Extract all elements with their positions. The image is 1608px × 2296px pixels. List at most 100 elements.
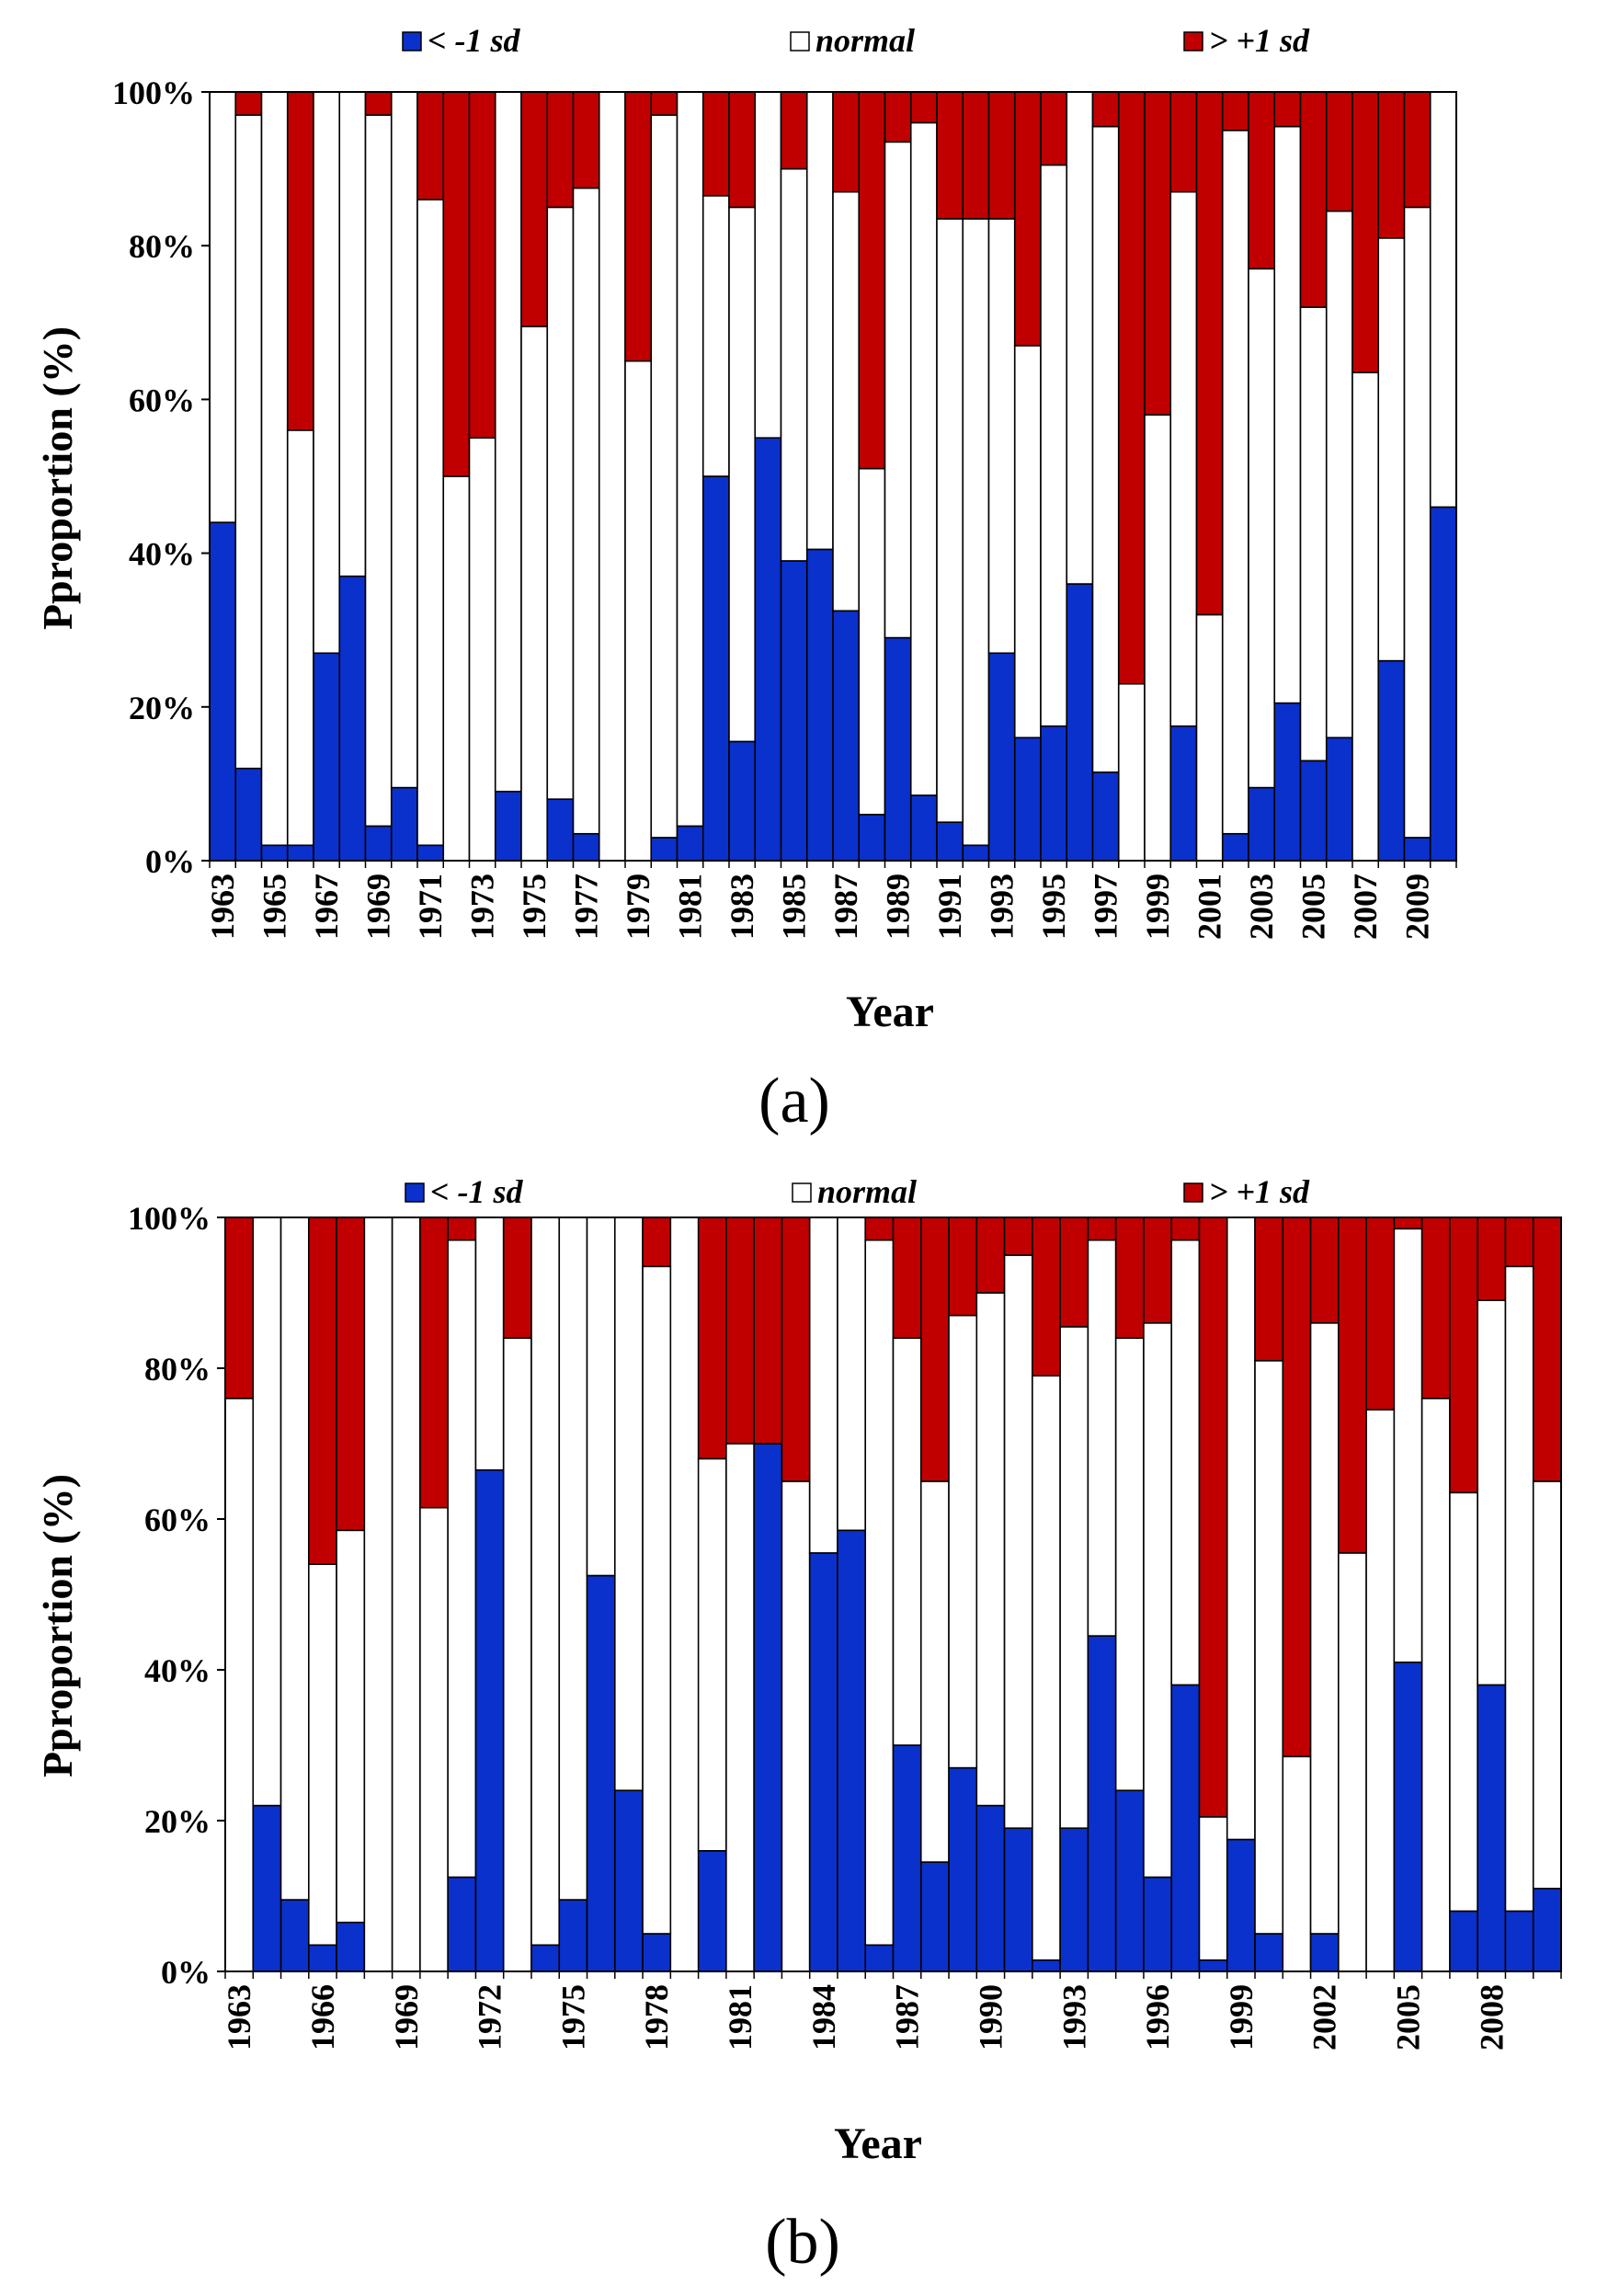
bar-1972-normal bbox=[442, 475, 471, 862]
bar-1980-normal bbox=[697, 1457, 727, 1852]
bar-2001-normal bbox=[1282, 1755, 1312, 1972]
x-tick-label: 2003 bbox=[1243, 874, 1280, 940]
bar-1973-above bbox=[502, 1217, 532, 1339]
bar-1985-normal bbox=[780, 167, 808, 562]
bar-1978-below bbox=[642, 1933, 672, 1972]
bar-2004-below bbox=[1273, 702, 1302, 862]
bar-1976-above bbox=[546, 91, 575, 209]
bar-1997-below bbox=[1091, 771, 1120, 862]
x-tick-label: 1995 bbox=[1035, 874, 1072, 940]
bar-1984-below bbox=[808, 1552, 838, 1972]
bar-2001-above bbox=[1195, 91, 1224, 616]
bar-2006-above bbox=[1420, 1217, 1451, 1399]
bar-1976-normal bbox=[546, 206, 575, 800]
bar-1988-normal bbox=[919, 1480, 950, 1863]
bar-2009-below bbox=[1504, 1910, 1534, 1972]
bar-1982-below bbox=[753, 1443, 783, 1972]
bar-1996-normal bbox=[1143, 1322, 1173, 1879]
x-tick-label: 1975 bbox=[554, 1984, 591, 2050]
bar-1976-below bbox=[586, 1574, 616, 1972]
bar-1989-normal bbox=[884, 141, 912, 639]
x-axis-title: Year bbox=[834, 2119, 922, 2168]
bar-1963-below bbox=[209, 521, 237, 862]
bar-1971-below bbox=[447, 1876, 477, 1972]
bar-1993-normal bbox=[1059, 1326, 1089, 1829]
bar-2009-normal bbox=[1403, 206, 1431, 839]
y-axis-title: Pproportion (%) bbox=[34, 1474, 81, 1777]
x-tick-label: 1983 bbox=[724, 874, 760, 940]
bar-1979-normal bbox=[624, 360, 653, 862]
legend-swatch-normal bbox=[792, 1182, 812, 1203]
x-tick-label: 2005 bbox=[1390, 1984, 1427, 2050]
chart-panel-a: < -1 sd normal > +1 sd 0% 20% 40% 60% 80% 100… bbox=[34, 22, 1457, 1137]
bar-1998-normal bbox=[1198, 1816, 1228, 1961]
bar-2005-normal bbox=[1393, 1228, 1423, 1663]
bar-1981-above bbox=[725, 1217, 755, 1445]
y-axis-ticks: 0% 20% 40% 60% 80% 100% bbox=[112, 74, 210, 880]
bar-1985-below bbox=[837, 1529, 867, 1972]
bar-1967-normal bbox=[336, 1529, 366, 1924]
bar-1973-above bbox=[468, 91, 496, 440]
x-tick-label: 1984 bbox=[805, 1984, 842, 2050]
x-tick-label: 2008 bbox=[1473, 1984, 1510, 2050]
bar-1994-above bbox=[1087, 1217, 1117, 1241]
bar-1997-normal bbox=[1091, 125, 1120, 773]
bar-2004-above bbox=[1273, 91, 1302, 128]
y-tick-label: 0% bbox=[145, 843, 195, 880]
bar-1973-normal bbox=[502, 1337, 532, 1972]
bar-1966-normal bbox=[286, 429, 314, 847]
bar-2007-normal bbox=[1351, 371, 1380, 862]
bar-2002-normal bbox=[1309, 1322, 1340, 1935]
bar-1969-normal bbox=[391, 1217, 421, 1972]
bar-2003-above bbox=[1338, 1217, 1367, 1554]
bar-2004-above bbox=[1365, 1217, 1396, 1411]
legend-label-above: > +1 sd bbox=[1209, 1173, 1310, 1210]
legend-swatch-above bbox=[1183, 1182, 1203, 1203]
y-tick-label: 60% bbox=[129, 382, 195, 418]
bar-2002-below bbox=[1221, 832, 1249, 862]
x-tick-label: 1996 bbox=[1139, 1984, 1176, 2050]
bar-2005-above bbox=[1299, 91, 1328, 308]
bar-1991-normal bbox=[936, 218, 964, 824]
legend: < -1 sd normal > +1 sd bbox=[405, 1173, 1310, 1210]
bar-2003-below bbox=[1248, 786, 1276, 862]
bar-2008-above bbox=[1477, 1217, 1507, 1301]
bar-2010-normal bbox=[1429, 91, 1457, 508]
bar-2003-normal bbox=[1338, 1552, 1367, 1972]
bar-1978-normal bbox=[642, 1265, 672, 1935]
bar-1983-normal bbox=[781, 1480, 811, 1972]
y-tick-label: 20% bbox=[129, 690, 195, 726]
legend: < -1 sd normal > +1 sd bbox=[402, 22, 1310, 59]
bar-1998-above bbox=[1117, 91, 1146, 685]
bar-2003-above bbox=[1248, 91, 1276, 270]
bar-1994-above bbox=[1013, 91, 1042, 347]
y-tick-label: 0% bbox=[161, 1954, 211, 1991]
bar-1977-below bbox=[572, 832, 600, 862]
bar-1980-normal bbox=[650, 114, 679, 839]
bar-2008-above bbox=[1377, 91, 1406, 239]
bar-1971-normal bbox=[416, 199, 445, 847]
bar-1971-above bbox=[416, 91, 445, 200]
bar-1978-above bbox=[642, 1217, 672, 1268]
x-tick-label: 1997 bbox=[1088, 874, 1124, 940]
bar-2008-below bbox=[1477, 1684, 1507, 1972]
bar-1975-below bbox=[558, 1899, 588, 1972]
x-tick-label: 1963 bbox=[221, 1984, 257, 2050]
legend-label-normal: normal bbox=[815, 22, 915, 59]
bar-2009-above bbox=[1403, 91, 1431, 209]
bar-1999-above bbox=[1144, 91, 1172, 416]
bar-1983-normal bbox=[728, 206, 757, 743]
x-tick-label: 2005 bbox=[1295, 874, 1332, 940]
x-tick-label: 1985 bbox=[776, 874, 813, 940]
bar-1997-below bbox=[1170, 1684, 1201, 1972]
x-tick-label: 1972 bbox=[472, 1984, 508, 2050]
bar-1981-normal bbox=[725, 1443, 755, 1972]
bar-1987-above bbox=[832, 91, 861, 193]
bar-2003-normal bbox=[1248, 268, 1276, 789]
x-tick-label: 1981 bbox=[672, 874, 709, 940]
bar-1988-below bbox=[858, 814, 886, 862]
bar-1998-below bbox=[1198, 1959, 1228, 1972]
bar-2007-normal bbox=[1449, 1491, 1478, 1913]
x-tick-label: 1965 bbox=[257, 874, 293, 940]
bar-1992-above bbox=[1032, 1217, 1061, 1376]
